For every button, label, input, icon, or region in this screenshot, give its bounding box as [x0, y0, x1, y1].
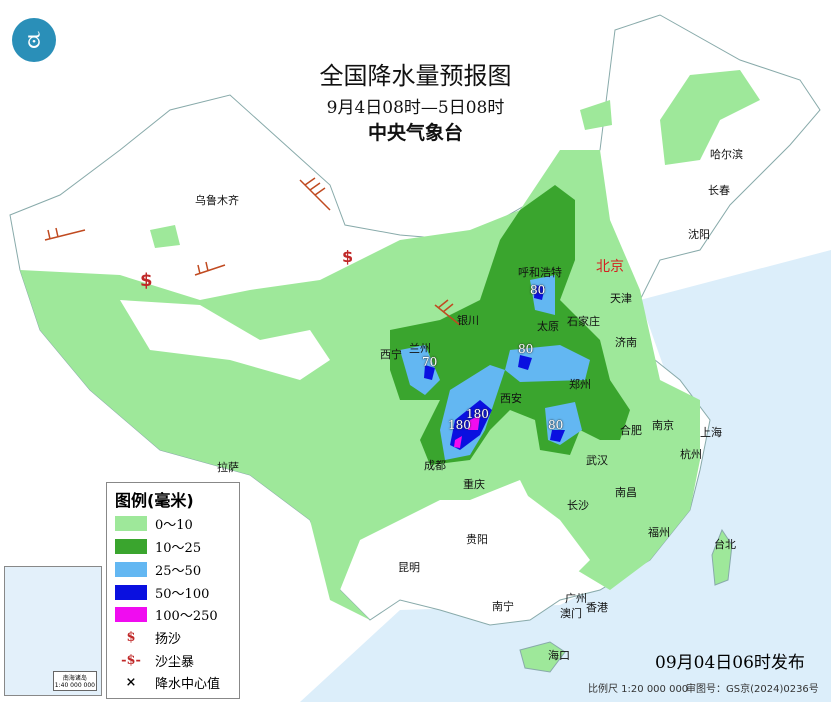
wind-barbs: [44, 177, 461, 326]
legend-swatch: [115, 606, 147, 622]
precip-center-value: 80: [530, 283, 546, 297]
legend-item: 50～100: [115, 583, 209, 602]
legend-item: $ 扬沙: [115, 628, 181, 647]
sea: [300, 250, 831, 702]
forecast-period: 9月4日08时—5日08时: [326, 98, 505, 118]
city-label: 香港: [586, 601, 608, 614]
city-label: 上海: [700, 426, 722, 439]
legend-item: 10～25: [115, 537, 201, 556]
city-label: 郑州: [569, 378, 591, 391]
cma-logo: ಠ: [12, 18, 56, 62]
city-label: 呼和浩特: [518, 266, 562, 279]
map-review-number: 审图号：GS京(2024)0236号: [686, 684, 819, 695]
legend: 图例(毫米) 0～10 10～25 25～50 50～100 100～250 $…: [106, 482, 240, 699]
city-label: 长沙: [567, 499, 589, 512]
legend-title: 图例(毫米): [115, 491, 194, 510]
city-label: 贵阳: [466, 533, 488, 546]
city-label: 台北: [714, 538, 736, 551]
map-title: 全国降水量预报图: [319, 62, 512, 90]
city-label: 重庆: [463, 478, 485, 491]
city-label: 成都: [424, 459, 446, 472]
precip-center-value: 180: [466, 407, 489, 421]
sandstorm-icon: -$-: [121, 652, 141, 668]
city-label: 乌鲁木齐: [195, 194, 239, 207]
city-label: 天津: [610, 292, 632, 305]
city-label: 昆明: [398, 561, 420, 574]
city-label: 海口: [548, 649, 570, 662]
south-china-sea-inset: 南海诸岛 1:40 000 000: [4, 566, 102, 696]
city-label: 沈阳: [688, 228, 710, 241]
city-label: 南京: [652, 419, 674, 432]
hainan: [519, 641, 566, 673]
capital-label: 北京: [596, 259, 624, 275]
cross-icon: ×: [125, 674, 137, 690]
city-label: 西安: [500, 392, 522, 405]
no-rain-north: [120, 300, 330, 380]
legend-swatch: [115, 561, 147, 577]
city-label: 南宁: [492, 600, 514, 613]
city-label: 福州: [648, 526, 670, 539]
city-label: 济南: [615, 336, 637, 349]
city-label: 长春: [708, 184, 730, 197]
issued-time: 09月04日06时发布: [655, 653, 805, 673]
legend-swatch: [115, 538, 147, 554]
city-label: 银川: [457, 314, 479, 327]
city-label: 兰州: [409, 342, 431, 355]
precip-center-value: 180: [448, 418, 471, 432]
legend-item: 100～250: [115, 605, 218, 624]
city-label: 广州: [565, 592, 587, 605]
rain-100-250: [454, 415, 480, 448]
inset-label: 南海诸岛 1:40 000 000: [52, 671, 97, 691]
city-label: 武汉: [586, 454, 608, 467]
city-label: 南昌: [615, 486, 637, 499]
city-label: 澳门: [560, 607, 582, 620]
legend-item: × 降水中心值: [115, 673, 220, 692]
taiwan: [711, 528, 733, 586]
precip-center-value: 80: [518, 342, 534, 356]
city-label: 杭州: [680, 448, 702, 461]
blowing-sand-icon: $: [126, 629, 136, 645]
legend-item: 25～50: [115, 560, 201, 579]
agency-name: 中央气象台: [367, 122, 463, 144]
city-label: 石家庄: [567, 315, 600, 328]
no-rain-south: [420, 490, 590, 600]
city-label: 合肥: [620, 424, 642, 437]
city-label: 拉萨: [217, 461, 239, 474]
map-scale: 比例尺 1:20 000 000: [588, 684, 689, 695]
city-label: 西宁: [380, 348, 402, 361]
city-label: 哈尔滨: [710, 148, 743, 161]
legend-swatch: [115, 584, 147, 600]
city-label: 太原: [537, 320, 559, 333]
legend-item: 0～10: [115, 514, 193, 533]
legend-item: -$- 沙尘暴: [115, 651, 194, 670]
precip-center-value: 70: [422, 355, 438, 369]
legend-swatch: [115, 515, 147, 531]
sandstorm-icon: $: [342, 247, 353, 266]
precip-center-value: 80: [548, 418, 564, 432]
blowing-sand-icon: $: [140, 270, 153, 291]
